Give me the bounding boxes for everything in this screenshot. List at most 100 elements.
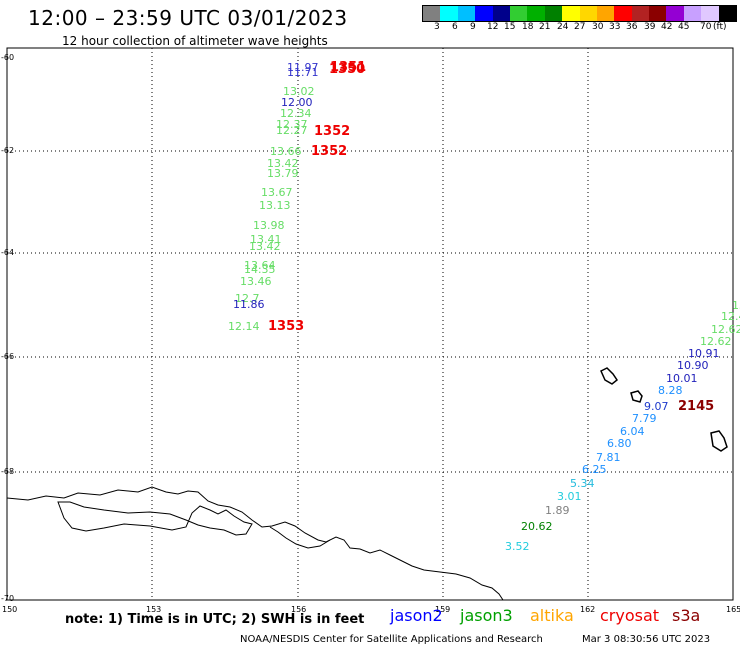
latitude-label: -62 (1, 146, 14, 155)
color-swatch (614, 6, 632, 21)
color-scale-tick: 39 (644, 22, 656, 32)
color-scale-tick: 27 (574, 22, 586, 32)
wave-height-label: 3.01 (557, 490, 582, 503)
wave-height-label: 13.98 (253, 219, 285, 232)
color-swatch (527, 6, 545, 21)
color-scale-tick: 33 (609, 22, 621, 32)
wave-height-label: 11.86 (233, 298, 265, 311)
latitude-label: -66 (1, 352, 14, 361)
color-swatch (475, 6, 493, 21)
wave-height-label: 10.01 (666, 372, 698, 385)
pass-time-label: 2145 (678, 399, 714, 414)
wave-height-label: 13.79 (267, 167, 299, 180)
credit-line: NOAA/NESDIS Center for Satellite Applica… (240, 634, 543, 645)
color-scale-bar (422, 5, 738, 22)
wave-height-label: 6.25 (582, 463, 607, 476)
longitude-label: 162 (580, 605, 595, 614)
wave-height-label: 12.14 (228, 320, 260, 333)
longitude-labels: 150 153 156 159 162 165 (2, 605, 740, 614)
wave-height-label: 5.34 (570, 477, 595, 490)
color-swatch (457, 6, 476, 21)
color-scale-tick: 36 (626, 22, 638, 32)
wave-height-label: 12.62 (700, 335, 732, 348)
wave-height-label: 12.37 (276, 118, 308, 131)
color-scale-unit: (ft) (713, 22, 727, 32)
wave-height-label: 12.34 (280, 107, 312, 120)
coastline-peninsula (57, 501, 253, 536)
longitude-label: 150 (2, 605, 17, 614)
island-middle (630, 390, 643, 403)
color-swatch (544, 6, 563, 21)
satellite-legend-s3a: s3a (672, 606, 701, 625)
wave-height-label: 14.35 (244, 263, 276, 276)
color-scale-tick: 9 (470, 22, 476, 32)
wave-height-label: 11.71 (287, 66, 319, 79)
wave-height-label: 13.66 (270, 145, 302, 158)
coastline (6, 486, 504, 601)
wave-height-label: 11.97 (287, 61, 319, 74)
pass-time-label: 1352 (314, 124, 350, 139)
latitude-label: -64 (1, 248, 14, 257)
wave-height-label: 12.4 (721, 310, 740, 323)
wave-height-label: 8.28 (658, 384, 683, 397)
island-south (710, 430, 728, 452)
wave-height-label: 7.79 (632, 412, 657, 425)
satellite-legend-cryosat: cryosat (600, 606, 660, 625)
color-scale-tick: 70 (700, 22, 712, 32)
latitude-label: -60 (1, 53, 14, 62)
wave-height-label: 7.81 (596, 451, 621, 464)
wave-height-label: 13.42 (249, 240, 281, 253)
wave-height-label: 20.62 (521, 520, 553, 533)
map-title: 12:00 – 23:59 UTC 03/01/2023 (28, 6, 348, 30)
wave-height-label: 3.52 (505, 540, 530, 553)
color-scale-tick: 24 (557, 22, 569, 32)
wave-height-label: 13.13 (259, 199, 291, 212)
island-north (600, 367, 619, 385)
map-subtitle: 12 hour collection of altimeter wave hei… (62, 34, 328, 48)
pass-time-label: 1350 (329, 62, 365, 77)
longitude-label: 165 (726, 605, 740, 614)
wave-height-label: 12.27 (276, 124, 308, 137)
color-swatch (440, 6, 458, 21)
map-frame (6, 47, 734, 601)
color-swatch (579, 6, 597, 21)
color-scale-tick: 30 (592, 22, 604, 32)
color-swatch (509, 6, 528, 21)
latitude-label: -68 (1, 467, 14, 476)
wave-height-label: 9.07 (644, 400, 669, 413)
color-swatch (492, 6, 510, 21)
color-scale-tick: 42 (661, 22, 673, 32)
wave-height-label: 13.02 (283, 85, 315, 98)
satellite-legend-jason3: jason3 (460, 606, 513, 625)
latitude-label: -70 (1, 594, 14, 603)
wave-height-label: 12.62 (711, 323, 740, 336)
longitude-label: 156 (291, 605, 306, 614)
wave-height-label: 13.67 (261, 186, 293, 199)
satellite-legend-jason2: jason2 (390, 606, 443, 625)
wave-height-label: 12.7 (235, 292, 260, 305)
pass-time-label: 1353 (268, 319, 304, 334)
wave-height-label: 12.00 (281, 96, 313, 109)
wave-height-label: 13.42 (267, 157, 299, 170)
footer-note: note: 1) Time is in UTC; 2) SWH is in fe… (65, 612, 365, 627)
color-swatch (423, 6, 441, 21)
color-swatch (701, 6, 719, 21)
color-swatch (683, 6, 702, 21)
color-scale-tick: 15 (504, 22, 516, 32)
color-swatch (649, 6, 667, 21)
color-swatch (596, 6, 615, 21)
pass-time-label: 1351 (330, 60, 366, 75)
wave-height-label: 10.90 (677, 359, 709, 372)
color-swatch (718, 6, 737, 21)
wave-height-label: 13.41 (250, 233, 282, 246)
wave-height-label: 1.89 (545, 504, 570, 517)
pass-time-label: 1352 (311, 144, 347, 159)
color-swatch (666, 6, 684, 21)
color-scale-tick: 6 (452, 22, 458, 32)
latitude-labels: -60 -62 -64 -66 -68 -70 (1, 53, 14, 603)
wave-height-label: 13 (732, 299, 740, 312)
wave-height-label: 6.80 (607, 437, 632, 450)
